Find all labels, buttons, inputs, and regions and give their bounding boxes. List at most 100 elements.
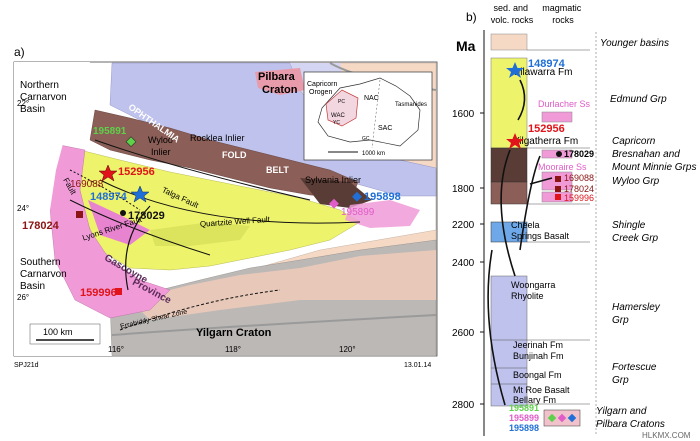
- wyloo-inlier-label: Wyloo Inlier: [148, 135, 175, 157]
- durlacher-block: [541, 111, 573, 123]
- arrow-woongarra-yilgatherra: [500, 149, 516, 277]
- sylvania-inlier-label: Sylvania Inlier: [305, 175, 361, 185]
- group-yilgarn: Yilgarn and Pilbara Cratons: [596, 406, 665, 430]
- wyloo-block: [490, 181, 528, 205]
- strat-148974-star: [506, 62, 524, 78]
- group-labels: Younger basins Edmund Grp Capricorn Bres…: [596, 38, 696, 430]
- lon-label-120: 120°: [339, 345, 356, 354]
- unit-woongarra: Woongarra Rhyolite: [511, 280, 558, 301]
- strat-195891-label: 195891: [509, 403, 539, 413]
- inset-capricorn-area: [325, 89, 359, 127]
- yilgarn-craton-label: Yilgarn Craton: [196, 327, 272, 339]
- sample-195898-marker: [352, 191, 362, 202]
- strat-152956-label: 152956: [528, 123, 565, 135]
- sample-178029-label: 178029: [128, 210, 165, 222]
- inset-sac-label: SAC: [378, 125, 392, 132]
- strat-195898-label: 195898: [509, 423, 539, 433]
- lat-label-26: 26°: [17, 293, 29, 302]
- strat-178029-marker: [556, 151, 562, 157]
- sample-148974-star: [130, 185, 150, 203]
- column-header-magmatic: magmatic rocks: [542, 3, 584, 25]
- gascoyne-dashed-line: [69, 169, 141, 211]
- yilgarn-margin: [130, 250, 436, 320]
- age-ticks: [480, 112, 484, 405]
- strat-195899-label: 195899: [509, 413, 539, 423]
- fold-label: FOLD: [222, 150, 247, 160]
- column-header-sed: sed. and volc. rocks: [491, 3, 534, 25]
- inset-capricorn-label: Capricorn Orogen: [307, 81, 339, 96]
- sample-152956-star: [98, 164, 118, 182]
- strat-159996-marker: [555, 194, 561, 200]
- strat-159996-label: 159996: [564, 193, 594, 203]
- inset-map: Capricorn Orogen NAC SAC WAC Tasmanides …: [303, 71, 433, 161]
- unit-yilgatherra: Yilgatherra Fm: [513, 136, 578, 147]
- lat-label-22: 22°: [17, 99, 29, 108]
- strat-169088-label: 169088: [564, 173, 594, 183]
- arrow-cratons-cheela: [487, 249, 506, 406]
- gascoyne-province-area: [49, 144, 171, 319]
- tick-label-1800: 1800: [452, 184, 475, 195]
- sample-195898-label: 195898: [364, 191, 401, 203]
- provenance-arrows: [487, 79, 553, 406]
- group-shingle: Shingle Creek Grp: [612, 220, 659, 244]
- hamersley-fortescue-block: [490, 275, 528, 407]
- inset-pc-label: PC: [338, 99, 345, 105]
- sample-195891-label: 195891: [93, 126, 127, 137]
- strat-169088-marker: [555, 176, 561, 182]
- sample-195891-marker: [125, 136, 137, 148]
- arrow-mooraire: [529, 177, 553, 185]
- lon-label-116: 116°: [108, 345, 124, 354]
- figure-code: SPJ21d: [14, 362, 39, 369]
- craton-boundary-south: [111, 314, 437, 336]
- group-wyloo: Wyloo Grp: [612, 176, 660, 187]
- quartzite-well-fault-line: [99, 179, 361, 224]
- unit-bunjinah: Bunjinah Fm: [513, 351, 564, 361]
- group-capricorn: Capricorn: [612, 136, 656, 147]
- sample-169088-label: 169088: [70, 179, 104, 190]
- inset-scale-label: 1000 km: [362, 151, 385, 157]
- map-arrow: [125, 205, 151, 291]
- inset-gc-label: GC: [362, 136, 370, 142]
- sample-159996-marker: [115, 288, 122, 295]
- map-panel: 22° 24° 26° 116° 118° 120° Northern Carn…: [13, 61, 438, 357]
- group-edmund: Edmund Grp: [610, 94, 667, 105]
- strat-195898-marker: [567, 413, 577, 423]
- scale-box: [29, 323, 101, 345]
- group-hamersley: Hamersley Grp: [612, 302, 663, 326]
- lyons-river-fault-line: [69, 199, 211, 256]
- sample-148974-label: 148974: [90, 191, 128, 203]
- figure-date: 13.01.14: [404, 362, 431, 369]
- unit-ullawarra: Ullawarra Fm: [513, 67, 572, 78]
- unit-cheela: Cheela Springs Basalt: [511, 220, 570, 241]
- sample-178024-label: 178024: [22, 220, 60, 232]
- rocklea-inlier-label: Rocklea Inlier: [190, 133, 245, 143]
- unit-durlacher: Durlacher Ss: [538, 99, 591, 109]
- strat-178024-marker: [555, 186, 561, 192]
- tick-label-1600: 1600: [452, 109, 475, 120]
- strat-195891-marker: [547, 413, 557, 423]
- cheela-springs-block: [490, 221, 528, 243]
- pilbara-patch: [255, 68, 305, 95]
- strat-195899-marker: [557, 413, 567, 423]
- group-fortescue: Fortescue Grp: [612, 362, 659, 386]
- unit-boongal: Boongal Fm: [513, 370, 562, 380]
- inset-yc-label: YC: [333, 120, 340, 126]
- younger-basins-block: [490, 33, 528, 51]
- inset-wac-label: WAC: [331, 113, 345, 119]
- arrow-to-178029: [519, 155, 541, 251]
- edmund-block: [490, 57, 528, 149]
- strat-148974-label: 148974: [528, 58, 566, 70]
- tick-label-2600: 2600: [452, 328, 475, 339]
- group-bresnahan: Bresnahan and Mount Minnie Grps: [612, 149, 696, 173]
- inset-nac-label: NAC: [364, 95, 379, 102]
- strat-178024-label: 178024: [564, 184, 594, 194]
- strat-152956-star: [506, 133, 524, 149]
- panel-label-a: a): [14, 45, 25, 59]
- sample-178024-marker: [76, 211, 83, 218]
- unit-bellary: Bellary Fm: [513, 395, 556, 405]
- sample-152956-label: 152956: [118, 166, 155, 178]
- sylvania-dark-area: [300, 178, 372, 208]
- sample-178029-marker: [120, 210, 126, 216]
- inset-tasmanides-label: Tasmanides: [395, 102, 427, 108]
